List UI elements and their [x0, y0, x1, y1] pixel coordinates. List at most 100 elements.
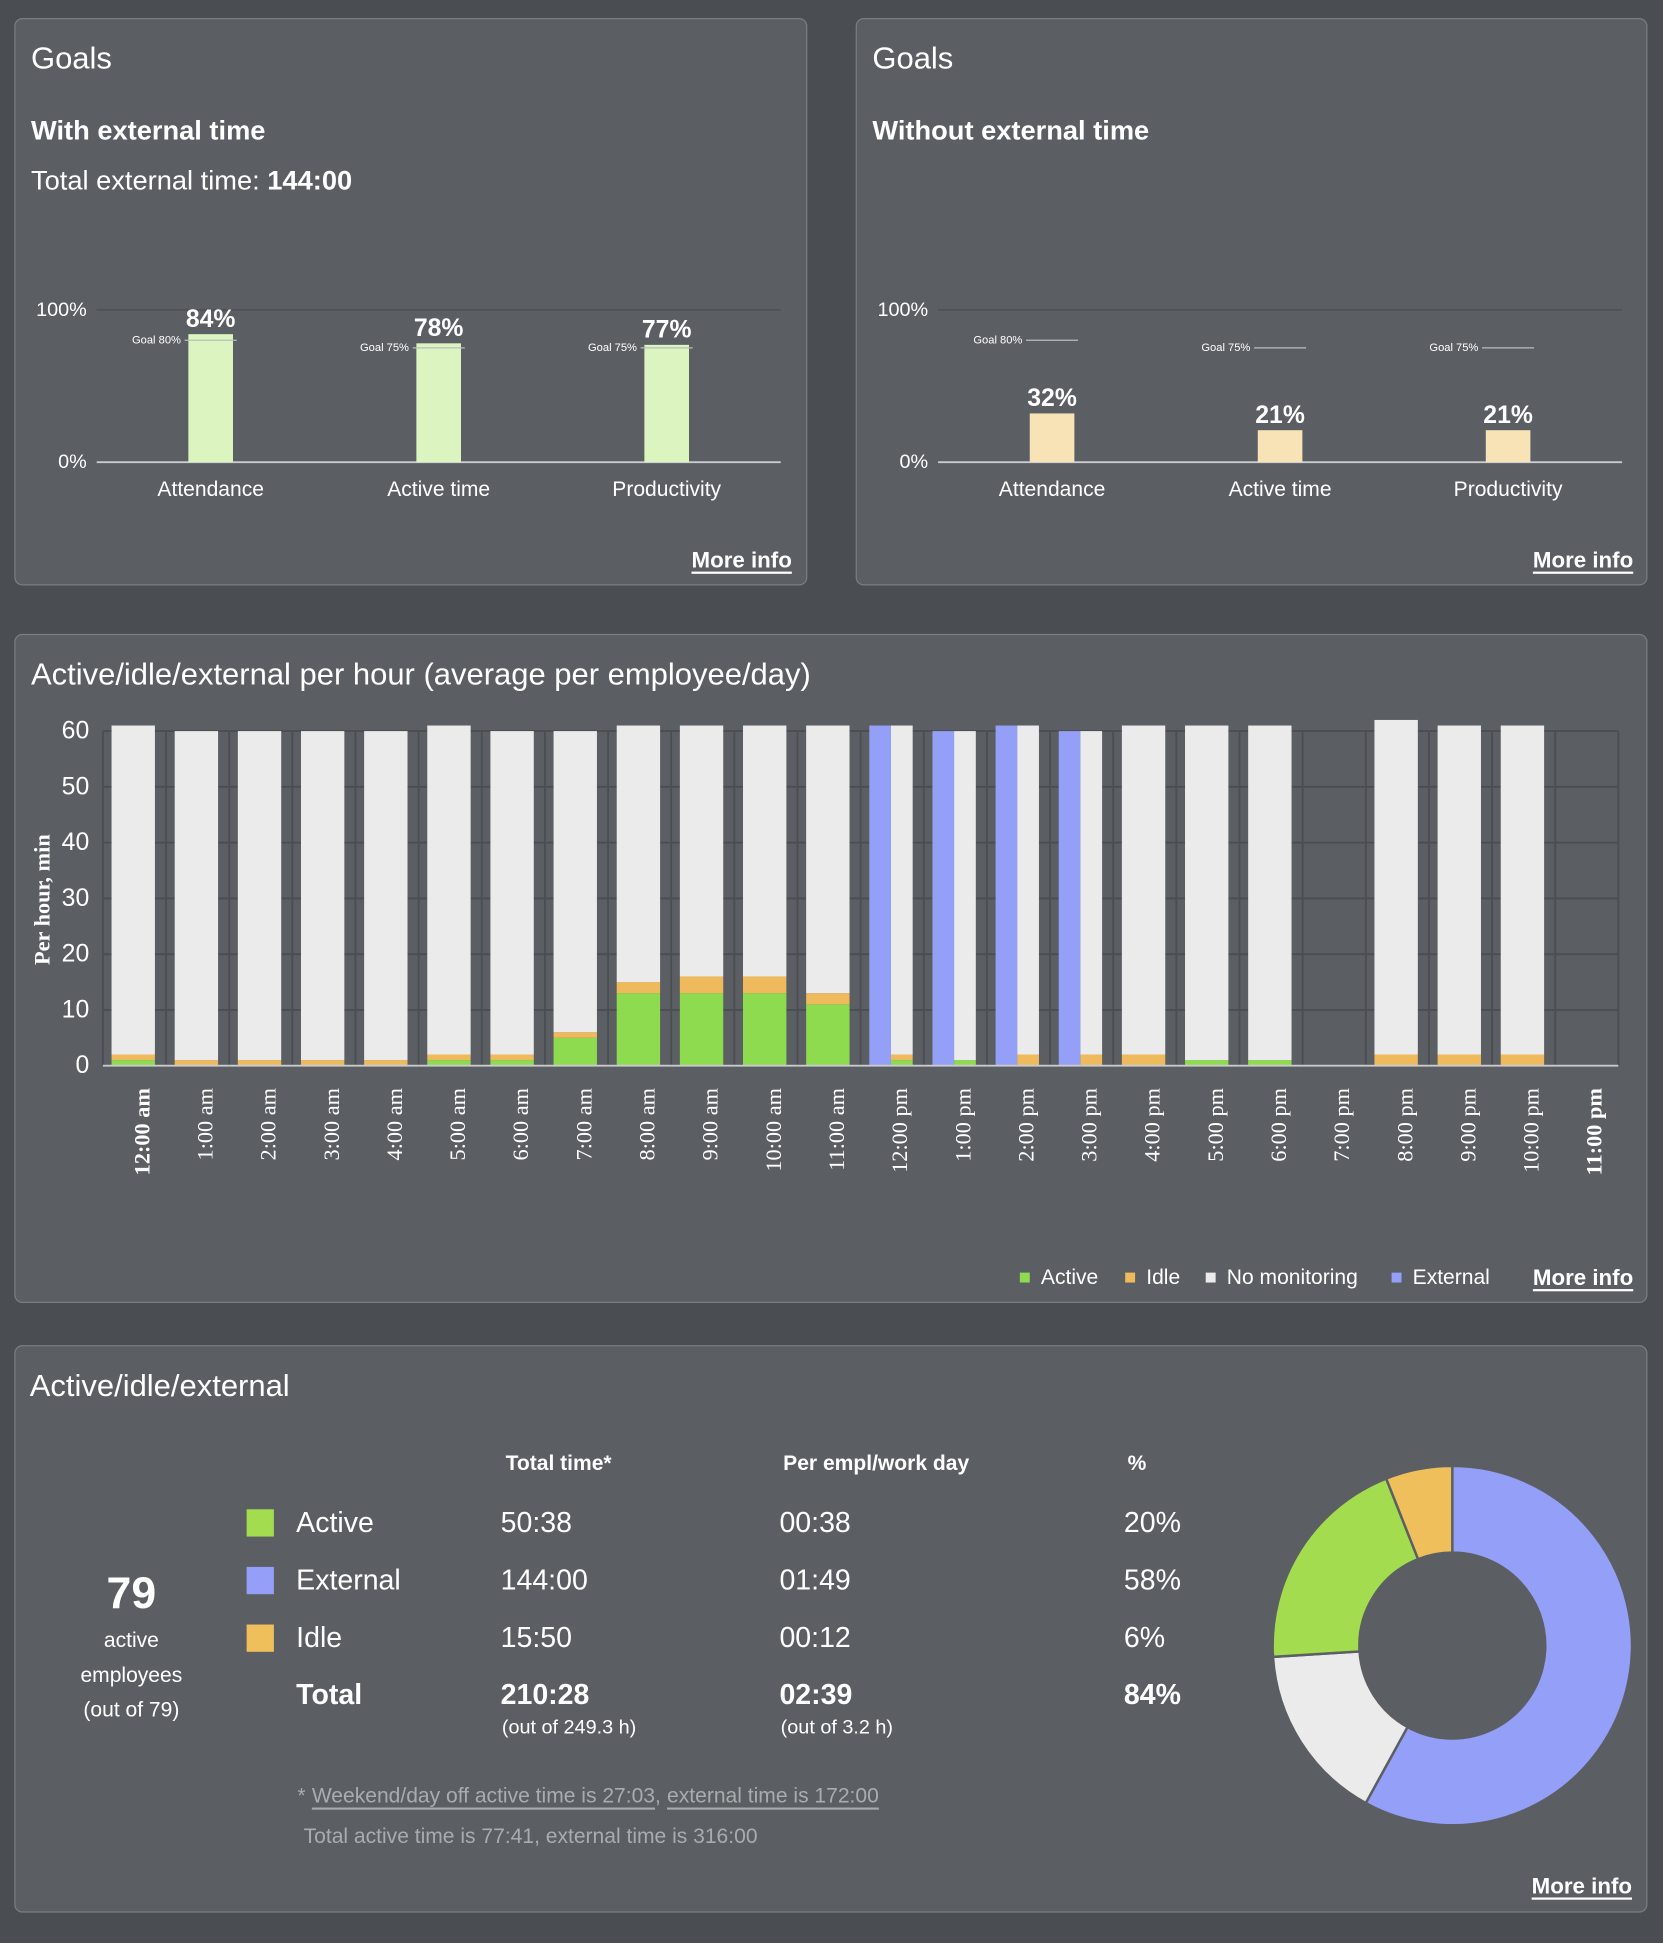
x-tick-label: 1:00 am — [193, 1088, 218, 1160]
goal-label: Goal 80% — [973, 334, 1022, 346]
legend-swatch — [246, 1509, 274, 1537]
row-percent: 58% — [1124, 1565, 1181, 1597]
x-tick-label: 1:00 pm — [950, 1088, 975, 1162]
footnote-link[interactable]: external time is 172:00 — [667, 1784, 879, 1807]
goal-label: Goal 75% — [1429, 342, 1478, 354]
footnote-sep: , — [655, 1784, 661, 1807]
note-value: 144:00 — [267, 164, 352, 195]
goal-label: Goal 75% — [360, 342, 409, 354]
total-per-day: 02:39 — [779, 1679, 852, 1711]
footnote-link[interactable]: Weekend/day off active time is 27:03 — [312, 1784, 655, 1807]
bar-segment — [490, 1060, 534, 1066]
goal-label: Goal 80% — [132, 334, 181, 346]
bar-segment — [1017, 1054, 1039, 1066]
bar — [1257, 430, 1303, 463]
total-name: Total — [296, 1679, 362, 1711]
bar-value-label: 21% — [1483, 402, 1533, 429]
employee-text: (out of 79) — [83, 1699, 179, 1722]
bar-segment — [490, 731, 534, 1055]
legend-swatch — [1125, 1272, 1136, 1283]
row-total: 50:38 — [501, 1507, 572, 1539]
x-tick-label: 3:00 am — [319, 1088, 344, 1160]
total-time: 210:28 — [501, 1679, 590, 1711]
x-tick-label: Active time — [1229, 478, 1332, 501]
bar-segment — [1374, 719, 1418, 1055]
bar-segment — [954, 1060, 976, 1066]
total-percent: 84% — [1124, 1679, 1181, 1711]
x-tick-label: 4:00 am — [382, 1088, 407, 1160]
panel-subtitle: Without external time — [872, 115, 1149, 146]
bar-segment — [237, 1060, 282, 1066]
bar-value-label: 78% — [414, 315, 464, 342]
bar-value-label: 77% — [642, 316, 692, 343]
note-label: Total external time: — [31, 164, 260, 195]
x-tick-label: 11:00 am — [824, 1088, 849, 1171]
donut-segment — [1384, 1464, 1454, 1561]
row-total: 144:00 — [501, 1565, 588, 1597]
bar-segment — [616, 982, 661, 994]
footnote: * Weekend/day off active time is 27:03, ex… — [297, 1784, 878, 1807]
bar-segment — [743, 725, 787, 977]
bar-segment — [111, 1054, 155, 1061]
goal-label: Goal 75% — [1201, 342, 1250, 354]
bar-segment — [806, 725, 850, 994]
more-info-link[interactable]: More info — [1532, 1873, 1632, 1898]
footnote: Total active time is 77:41, external tim… — [304, 1825, 758, 1848]
x-tick-label: 9:00 am — [698, 1088, 723, 1160]
bar-segment — [995, 725, 1018, 1066]
employee-text: active — [104, 1629, 159, 1652]
legend-swatch — [246, 1566, 274, 1595]
total-note: (out of 249.3 h) — [502, 1716, 636, 1738]
bar-segment — [616, 993, 661, 1066]
y-tick-label: 20 — [62, 941, 90, 968]
donut-segment — [1364, 1464, 1634, 1827]
bar-segment — [1437, 1054, 1481, 1066]
footnote-mark: * — [297, 1784, 305, 1807]
x-tick-label: 10:00 am — [761, 1088, 786, 1172]
bar — [1029, 413, 1075, 463]
panel-title: Goals — [872, 41, 953, 76]
bar-segment — [300, 731, 345, 1061]
x-tick-label: 5:00 pm — [1203, 1088, 1228, 1162]
bar-segment — [174, 731, 219, 1061]
bar-segment — [553, 1037, 597, 1066]
summary-panel — [14, 1345, 1648, 1913]
more-info-link[interactable]: More info — [1533, 1265, 1633, 1290]
y-tick-label: 100% — [877, 299, 928, 321]
bar-segment — [174, 1060, 219, 1066]
external-note: Total external time: 144:00 — [31, 164, 352, 195]
bar-segment — [1121, 725, 1166, 1055]
panel-title: Active/idle/external per hour (average p… — [31, 657, 811, 692]
x-tick-label: 6:00 pm — [1266, 1088, 1291, 1162]
goal-label: Goal 75% — [588, 342, 637, 354]
y-tick-label: 0% — [58, 451, 87, 473]
y-tick-label: 40 — [62, 829, 90, 856]
more-info-link[interactable]: More info — [692, 548, 792, 573]
x-tick-label: 12:00 pm — [887, 1088, 912, 1173]
donut-segment — [1271, 1650, 1410, 1805]
x-tick-label: 11:00 pm — [1582, 1088, 1607, 1176]
bar-segment — [1248, 725, 1292, 1061]
y-tick-label: 30 — [62, 885, 90, 912]
bar-segment — [954, 731, 976, 1061]
y-tick-label: 100% — [36, 299, 87, 321]
x-tick-label: 5:00 am — [445, 1088, 470, 1160]
bar — [1485, 430, 1531, 463]
bar-segment — [679, 976, 724, 994]
row-per-day: 01:49 — [779, 1565, 850, 1597]
bar-segment — [1500, 725, 1545, 1055]
x-tick-label: 2:00 am — [256, 1088, 281, 1160]
x-tick-label: 6:00 am — [508, 1088, 533, 1160]
legend-label: Idle — [1146, 1266, 1180, 1289]
x-tick-label: 10:00 pm — [1519, 1088, 1544, 1173]
bar-segment — [427, 1054, 471, 1061]
bar-segment — [890, 1054, 913, 1061]
legend-label: Active — [1041, 1266, 1098, 1289]
more-info-link[interactable]: More info — [1533, 548, 1633, 573]
legend-swatch — [1205, 1272, 1216, 1283]
x-tick-label: 9:00 pm — [1455, 1088, 1480, 1162]
bar-segment — [427, 725, 471, 1055]
bar-segment — [616, 725, 661, 983]
bar-segment — [806, 1004, 850, 1066]
